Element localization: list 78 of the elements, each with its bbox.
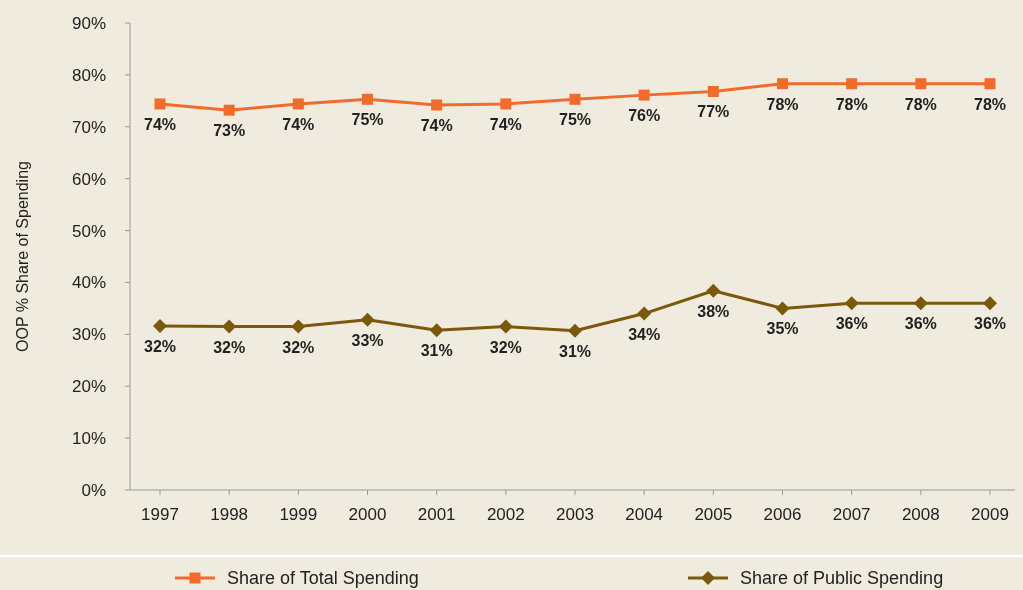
- legend-label: Share of Public Spending: [740, 568, 944, 589]
- y-tick-label: 80%: [71, 65, 106, 85]
- data-label: 31%: [420, 342, 453, 360]
- point: [362, 93, 373, 105]
- point: [846, 78, 858, 90]
- data-label: 75%: [351, 111, 384, 129]
- point: [638, 89, 650, 101]
- x-tick-label: 2000: [348, 505, 387, 524]
- data-label: 74%: [420, 116, 453, 134]
- point: [637, 306, 652, 321]
- data-label: 78%: [973, 95, 1007, 113]
- x-tick-label: 2001: [417, 505, 456, 524]
- data-label: 78%: [904, 95, 937, 113]
- data-label: 77%: [697, 103, 730, 121]
- data-label: 74%: [282, 115, 315, 133]
- point: [983, 296, 997, 311]
- x-tick-label: 2004: [625, 505, 664, 524]
- data-label: 33%: [351, 331, 384, 349]
- x-tick-label: 2007: [832, 505, 871, 524]
- y-tick-label: 90%: [71, 13, 106, 33]
- x-tick-label: 2005: [694, 505, 733, 524]
- data-label: 32%: [282, 338, 315, 356]
- x-tick-label: 2002: [486, 505, 525, 524]
- data-label: 36%: [835, 315, 868, 333]
- point: [913, 296, 928, 311]
- point: [498, 319, 513, 334]
- data-label: 32%: [143, 338, 177, 356]
- y-tick-label: 40%: [71, 273, 106, 293]
- point: [844, 296, 859, 311]
- point: [292, 98, 304, 110]
- y-tick-label: 10%: [71, 429, 106, 449]
- data-label: 74%: [489, 115, 522, 133]
- y-axis-title: OOP % Share of Spending: [14, 161, 31, 352]
- y-tick-label: 50%: [71, 221, 106, 241]
- data-label: 76%: [628, 107, 661, 125]
- x-tick-label: 1997: [141, 505, 179, 524]
- point: [706, 283, 721, 298]
- data-label: 32%: [489, 338, 522, 356]
- data-label: 73%: [213, 122, 246, 140]
- y-tick-label: 0%: [81, 480, 106, 500]
- data-label: 36%: [904, 315, 937, 333]
- x-tick-label: 2008: [901, 505, 940, 524]
- point: [568, 323, 582, 338]
- point: [707, 85, 719, 97]
- data-label: 36%: [973, 315, 1007, 333]
- data-label: 32%: [213, 338, 246, 356]
- y-tick-label: 70%: [71, 117, 106, 137]
- point: [777, 78, 788, 90]
- data-label: 78%: [766, 95, 799, 113]
- point: [915, 78, 927, 90]
- data-label: 35%: [766, 320, 799, 338]
- legend-label: Share of Total Spending: [227, 568, 419, 589]
- x-tick-label: 2009: [971, 505, 1009, 524]
- point: [984, 78, 996, 90]
- point: [500, 98, 512, 110]
- data-label: 74%: [143, 115, 177, 133]
- x-tick-label: 2003: [556, 505, 594, 524]
- point: [569, 93, 581, 105]
- x-tick-label: 2006: [763, 505, 802, 524]
- data-label: 34%: [628, 325, 661, 343]
- point: [223, 104, 235, 116]
- y-tick-label: 20%: [71, 377, 106, 397]
- data-label: 75%: [558, 111, 592, 129]
- data-label: 31%: [558, 342, 592, 360]
- point: [153, 319, 167, 334]
- point: [431, 99, 443, 111]
- point: [222, 319, 237, 334]
- x-tick-label: 1998: [210, 505, 249, 524]
- point: [775, 301, 790, 316]
- point: [291, 319, 306, 334]
- data-label: 78%: [835, 95, 868, 113]
- y-tick-label: 30%: [71, 325, 106, 345]
- x-tick-label: 1999: [279, 505, 318, 524]
- point: [154, 98, 166, 110]
- data-label: 38%: [697, 302, 730, 320]
- point: [360, 312, 375, 327]
- y-tick-label: 60%: [71, 169, 106, 189]
- point: [429, 323, 444, 338]
